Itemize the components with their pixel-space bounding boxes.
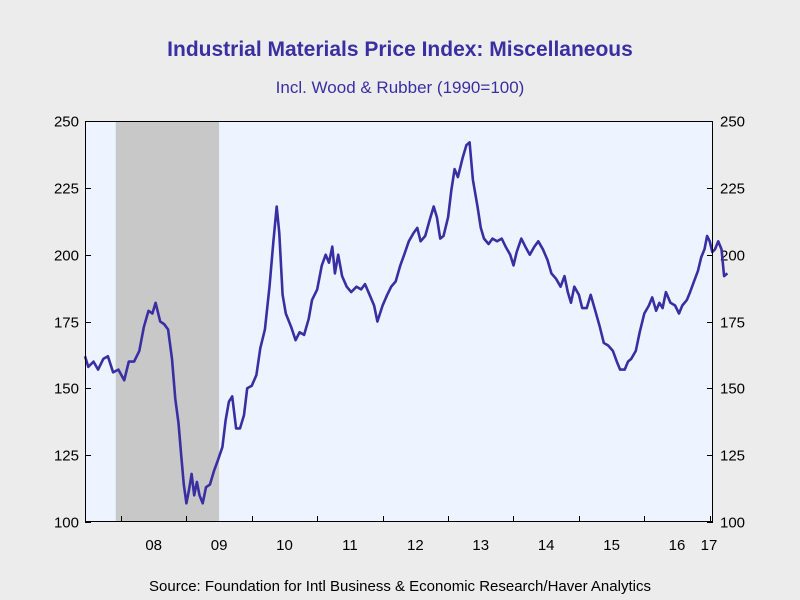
source-note: Source: Foundation for Intl Business & E… [149, 578, 651, 595]
x-tick-label: 16 [669, 537, 686, 554]
chart-subtitle: Incl. Wood & Rubber (1990=100) [275, 78, 525, 97]
y-tick-label-right: 125 [720, 448, 745, 465]
y-tick-label-right: 225 [720, 181, 745, 198]
y-tick-label-left: 250 [54, 114, 79, 131]
y-tick-label-left: 225 [54, 181, 79, 198]
chart-title: Industrial Materials Price Index: Miscel… [167, 38, 633, 61]
plot-frame [85, 121, 713, 522]
x-tick-label: 09 [211, 537, 228, 554]
x-tick-label: 13 [472, 537, 489, 554]
x-tick-label: 17 [701, 537, 718, 554]
y-tick-label-left: 200 [54, 248, 79, 265]
y-tick-label-right: 175 [720, 315, 745, 332]
x-tick-label: 15 [603, 537, 620, 554]
y-tick-label-right: 100 [720, 515, 745, 532]
series-line [83, 141, 729, 505]
y-tick-label-left: 100 [54, 515, 79, 532]
x-tick-label: 10 [276, 537, 293, 554]
x-tick-label: 12 [407, 537, 424, 554]
x-tick-label: 14 [538, 537, 555, 554]
x-tick-label: 11 [342, 537, 358, 554]
y-tick-label-left: 150 [54, 381, 79, 398]
y-tick-label-right: 200 [720, 248, 745, 265]
y-tick-label-right: 150 [720, 381, 745, 398]
recession-band [115, 121, 220, 522]
y-tick-label-left: 125 [54, 448, 79, 465]
x-tick-label: 08 [145, 537, 162, 554]
y-tick-label-right: 250 [720, 114, 745, 131]
y-tick-label-left: 175 [54, 315, 79, 332]
